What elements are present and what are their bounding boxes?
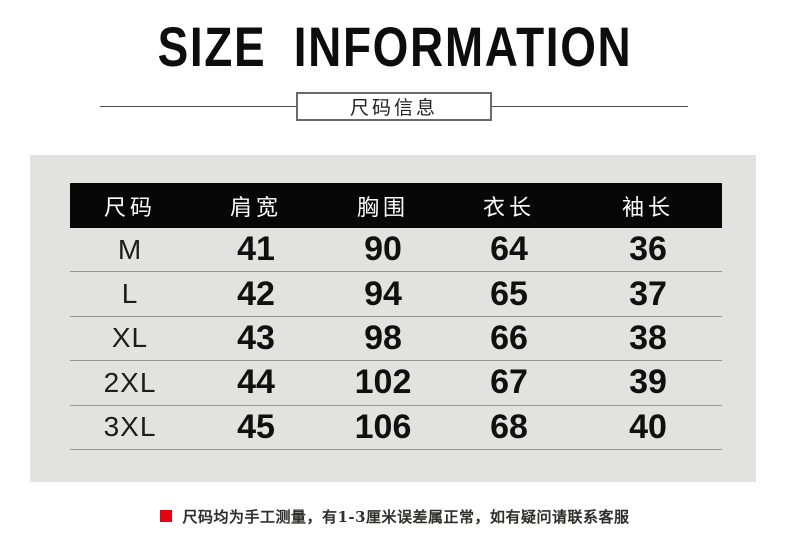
value-cell: 90 bbox=[364, 230, 402, 269]
table-row: L 42 94 65 37 bbox=[70, 272, 722, 317]
page-title: SIZE INFORMATION bbox=[157, 15, 633, 78]
value-cell: 67 bbox=[490, 363, 528, 402]
column-header: 衣长 bbox=[482, 194, 535, 220]
value-cell: 42 bbox=[237, 274, 275, 313]
divider-line-left bbox=[100, 105, 296, 108]
value-cell: 36 bbox=[629, 230, 667, 269]
size-cell: 3XL bbox=[103, 411, 157, 443]
size-cell: M bbox=[117, 233, 143, 265]
value-cell: 38 bbox=[629, 318, 667, 357]
value-cell: 64 bbox=[490, 230, 528, 269]
subtitle-box: 尺码信息 bbox=[296, 92, 492, 121]
subtitle-text: 尺码信息 bbox=[349, 98, 438, 119]
table-row: M 41 90 64 36 bbox=[70, 228, 722, 273]
table-body: M 41 90 64 36 L 42 94 65 37 XL 43 98 66 38 2XL 44 102 67 39… bbox=[70, 228, 722, 450]
table-header-row: 尺码 肩宽 胸围 衣长 袖长 bbox=[70, 183, 722, 228]
divider-line-right bbox=[492, 105, 688, 108]
value-cell: 43 bbox=[237, 318, 275, 357]
footer-note-row: 尺码均为手工测量，有1-3厘米误差属正常，如有疑问请联系客服 bbox=[0, 502, 790, 530]
column-header: 胸围 bbox=[356, 194, 409, 220]
size-cell: XL bbox=[111, 322, 149, 354]
value-cell: 94 bbox=[364, 274, 402, 313]
table-row: 3XL 45 106 68 40 bbox=[70, 406, 722, 450]
size-cell: 2XL bbox=[103, 366, 157, 398]
column-header: 尺码 bbox=[103, 194, 156, 220]
value-cell: 106 bbox=[354, 407, 412, 446]
value-cell: 37 bbox=[629, 274, 667, 313]
value-cell: 102 bbox=[354, 363, 412, 402]
value-cell: 65 bbox=[490, 274, 528, 313]
value-cell: 40 bbox=[629, 407, 667, 446]
size-cell: L bbox=[121, 278, 139, 310]
value-cell: 44 bbox=[237, 363, 275, 402]
footer-note-text: 尺码均为手工测量，有1-3厘米误差属正常，如有疑问请联系客服 bbox=[182, 507, 630, 526]
table-row: 2XL 44 102 67 39 bbox=[70, 361, 722, 406]
red-square-icon bbox=[160, 510, 173, 522]
table-row: XL 43 98 66 38 bbox=[70, 317, 722, 362]
value-cell: 41 bbox=[237, 230, 275, 269]
column-header: 袖长 bbox=[621, 194, 674, 220]
subtitle-divider: 尺码信息 bbox=[100, 92, 688, 121]
value-cell: 45 bbox=[237, 407, 275, 446]
value-cell: 39 bbox=[629, 363, 667, 402]
column-header: 肩宽 bbox=[229, 194, 282, 220]
value-cell: 68 bbox=[490, 407, 528, 446]
value-cell: 66 bbox=[490, 318, 528, 357]
value-cell: 98 bbox=[364, 318, 402, 357]
size-table: 尺码 肩宽 胸围 衣长 袖长 M 41 90 64 36 L 42 94 65 37 XL 43 98 66 38 2… bbox=[70, 183, 722, 450]
